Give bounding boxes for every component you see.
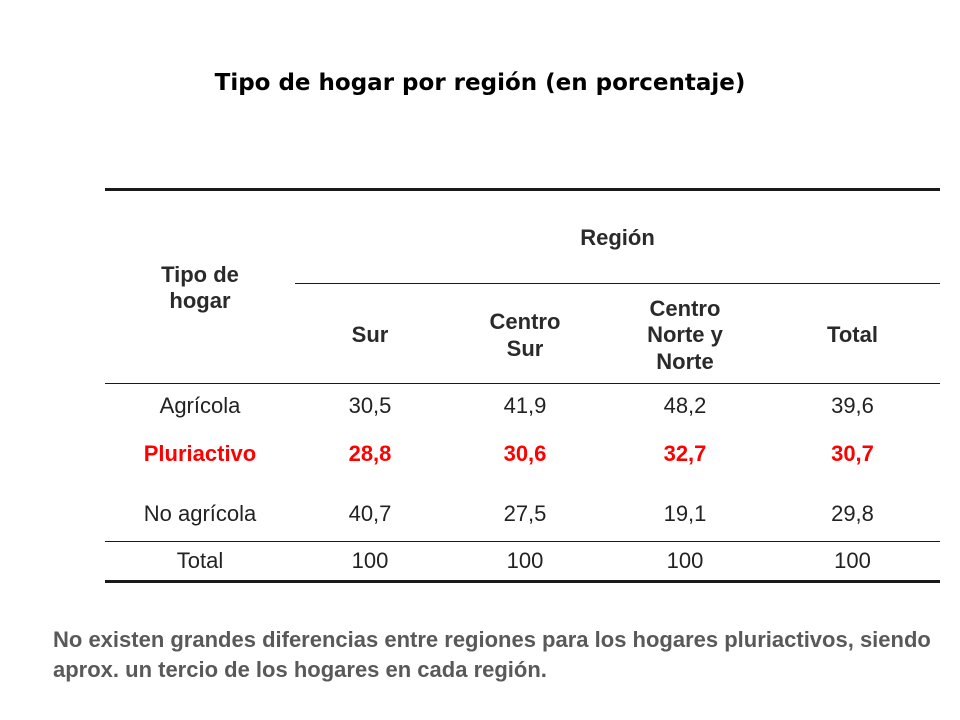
column-header-centro-sur: Centro Sur	[489, 309, 561, 361]
column-header-centro-norte-y-norte: Centro Norte y Norte	[647, 295, 723, 374]
total-row-rule	[105, 541, 940, 542]
row-header-tipo-de-hogar: Tipo de hogar	[161, 261, 239, 313]
page-title: Tipo de hogar por región (en porcentaje)	[214, 70, 746, 96]
group-header-region: Región	[580, 224, 655, 250]
table-bottom-rule	[105, 580, 940, 583]
table-cell: 100	[666, 547, 704, 573]
header-bottom-rule	[105, 383, 940, 384]
table-cell: 28,8	[348, 440, 392, 466]
row-label-pluriactivo: Pluriactivo	[143, 440, 257, 466]
table-cell: 100	[834, 547, 871, 573]
table-cell: 30,7	[831, 440, 874, 466]
column-header-sur: Sur	[351, 322, 389, 348]
table-cell: 100	[351, 547, 389, 573]
table-cell: 27,5	[503, 500, 547, 526]
table-cell: 30,5	[348, 392, 392, 418]
table-top-rule	[105, 188, 940, 191]
data-table: Tipo de hogar Región Sur Centro Sur Cent…	[105, 188, 940, 584]
row-label-no-agricola: No agrícola	[143, 500, 257, 526]
group-header-rule	[295, 283, 940, 284]
table-cell: 29,8	[831, 500, 874, 526]
table-cell: 32,7	[663, 440, 707, 466]
column-header-total: Total	[827, 322, 878, 348]
table-cell: 19,1	[663, 500, 707, 526]
summary-note: No existen grandes diferencias entre reg…	[53, 627, 931, 682]
table-cell: 48,2	[663, 392, 707, 418]
row-label-agricola: Agrícola	[159, 392, 241, 418]
table-cell: 40,7	[348, 500, 392, 526]
table-cell: 100	[506, 547, 544, 573]
table-cell: 41,9	[503, 392, 547, 418]
row-label-total: Total	[176, 547, 224, 573]
table-cell: 30,6	[503, 440, 547, 466]
table-cell: 39,6	[831, 392, 874, 418]
